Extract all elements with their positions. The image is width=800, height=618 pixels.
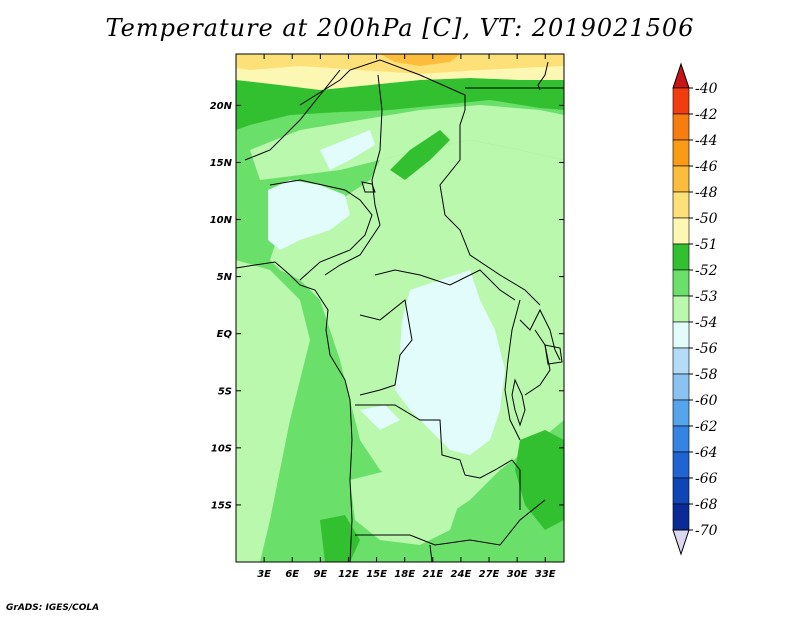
temperature-field [236,54,564,562]
lat-tick-label: 15N [210,158,233,169]
lon-tick-label: 27E [479,569,500,580]
field-region-pale-congo [395,270,505,455]
colorbar-label: -58 [695,367,718,383]
colorbar-label: -68 [695,497,718,513]
lat-tick-label: EQ [217,329,233,340]
plot-frame [235,53,565,563]
field-region-green-northband [236,78,564,130]
border-drc-east [504,299,521,441]
lake-chad [361,181,376,193]
lon-tick-label: 9E [313,569,327,580]
border-libya-egypt [439,109,541,306]
colorbar-swatch [672,191,690,219]
colorbar-swatch [672,451,690,479]
colorbar-label: -60 [695,393,718,409]
colorbar-swatch [672,87,690,115]
border-angola [355,404,466,476]
longitude-axis: 3E 6E 9E 12E 15E 18E 21E 24E 27E 30E 33E [257,54,556,580]
border-nile-east [537,61,549,91]
lon-tick-label: 18E [394,569,415,580]
grads-credit: GrADS: IGES/COLA [6,603,100,613]
border-nigeria [269,179,373,281]
colorbar-swatch [672,269,690,297]
coastline-west-africa [236,261,353,562]
border-niger-chad [244,69,341,161]
lon-tick-label: 3E [257,569,271,580]
lon-tick-label: 15E [366,569,387,580]
border-chad-sudan [324,74,383,276]
colorbar-label: -54 [695,315,718,331]
colorbar-label: -62 [695,419,718,435]
lon-tick-label: 33E [535,569,556,580]
border-namibia-botswana [429,544,433,562]
colorbar-label: -42 [695,107,718,123]
lat-tick-label: 5S [218,386,232,397]
colorbar-label: -40 [695,81,718,97]
colorbar-swatch [672,165,690,193]
field-region-green-southwest [320,515,360,562]
field-region-yellow [236,54,564,74]
colorbar-swatch [672,243,690,271]
colorbar-swatch [672,425,690,453]
lon-tick-label: 30E [507,569,528,580]
colorbar-label: -64 [695,445,718,461]
lat-tick-label: 20N [210,101,233,112]
field-region-pale-sahara [320,130,375,170]
field-region-pale-angola [360,405,400,430]
colorbar-label: -51 [695,237,718,253]
border-congo-drc [359,299,413,396]
lake-tanganyika [511,378,526,427]
colorbar-swatch [672,347,690,375]
border-algeria-libya [299,59,466,110]
field-region-light-west [236,260,310,562]
colorbar-label: -46 [695,159,718,175]
colorbar-swatch [672,217,690,245]
border-angola-namibia [355,499,546,546]
field-region-light-south [350,470,460,545]
colorbar-swatch [672,373,690,401]
colorbar-swatch [672,113,690,141]
lake-victoria [544,344,563,365]
colorbar-swatch [672,503,690,531]
colorbar-label: -70 [695,523,718,539]
colorbar-legend: -40 -42 -44 -46 -48 -50 -51 -52 -53 -54 -56 -58 -60 -… [672,62,718,556]
field-region-green-east [515,430,564,530]
colorbar-under-arrow [672,529,690,556]
colorbar-swatch [672,321,690,349]
map-title: Temperature at 200hPa [C], VT: 201902150… [105,14,695,42]
field-region-orange [380,54,460,66]
colorbar-swatch [672,295,690,323]
border-zambia [464,459,521,510]
colorbar-label: -50 [695,211,718,227]
boundaries [236,59,564,562]
lon-tick-label: 21E [422,569,443,580]
colorbar-label: -52 [695,263,718,279]
colorbar-over-arrow [672,62,690,89]
colorbar-label: -56 [695,341,718,357]
lat-tick-label: 10S [211,443,232,454]
border-east-lakes [519,308,561,361]
field-region-green-sahel [390,130,450,180]
lat-tick-label: 15S [211,500,232,511]
lon-tick-label: 6E [285,569,299,580]
colorbar-label: -44 [695,133,718,149]
field-region-pale-nigeria [268,180,350,250]
lat-tick-label: 5N [217,272,233,283]
colorbar-label: -48 [695,185,718,201]
colorbar-label: -53 [695,289,718,305]
colorbar-label: -66 [695,471,718,487]
latitude-axis: 20N 15N 10N 5N EQ 5S 10S 15S [210,101,564,511]
lon-tick-label: 24E [451,569,472,580]
colorbar-swatch [672,399,690,427]
border-uganda-kenya [524,329,551,396]
border-car [374,269,516,301]
lon-tick-label: 12E [338,569,359,580]
colorbar-swatch [672,139,690,167]
lat-tick-label: 10N [210,215,233,226]
colorbar-swatch [672,477,690,505]
